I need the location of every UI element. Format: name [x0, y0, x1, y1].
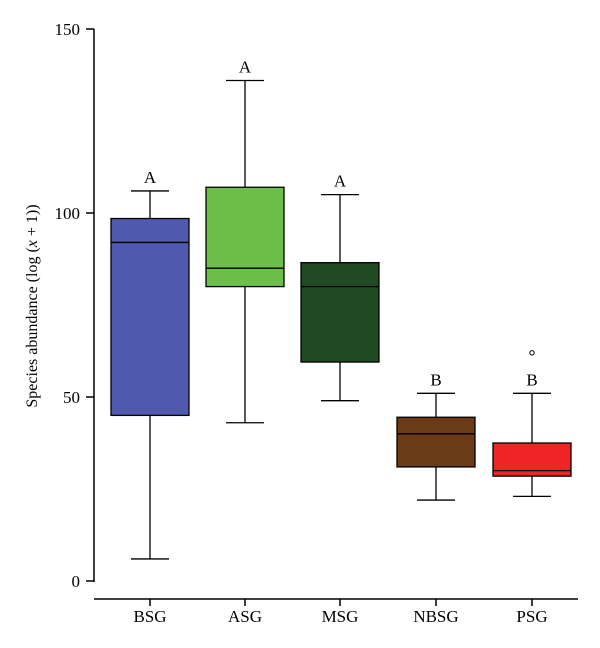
- y-axis-label-main: Species abundance (log (: [24, 247, 41, 407]
- box-bsg: A: [110, 168, 190, 560]
- box-iqr: [205, 186, 285, 288]
- box-asg: A: [205, 58, 285, 424]
- group-letter-psg: B: [526, 370, 537, 389]
- x-tick-label-nbsg: NBSG: [413, 607, 458, 626]
- box-msg: A: [300, 172, 380, 402]
- y-axis-label-tail: + 1)): [24, 204, 41, 240]
- box-psg: B: [492, 350, 572, 498]
- group-letter-nbsg: B: [430, 370, 441, 389]
- y-ticks: 0 50 100 150: [55, 20, 94, 591]
- boxes: A A A B B: [110, 58, 572, 560]
- group-letter-msg: A: [334, 172, 347, 191]
- box-iqr: [110, 217, 190, 417]
- group-letter-bsg: A: [144, 168, 157, 187]
- box-iqr: [396, 416, 476, 468]
- x-tick-label-asg: ASG: [228, 607, 262, 626]
- x-tick-label-msg: MSG: [322, 607, 359, 626]
- x-ticks: BSG ASG MSG NBSG PSG: [133, 599, 548, 626]
- x-tick-label-bsg: BSG: [133, 607, 166, 626]
- box-nbsg: B: [396, 370, 476, 501]
- x-tick-label-psg: PSG: [516, 607, 547, 626]
- y-tick-label: 50: [63, 388, 80, 407]
- outlier-point: [529, 350, 535, 356]
- group-letter-asg: A: [239, 58, 252, 77]
- y-tick-label: 0: [72, 572, 81, 591]
- box-iqr: [300, 262, 380, 363]
- y-axis-label: Species abundance (log (x + 1)): [24, 204, 41, 407]
- axes: [93, 29, 578, 600]
- y-tick-label: 100: [55, 204, 81, 223]
- y-axis-label-variable: x: [24, 240, 41, 248]
- y-tick-label: 150: [55, 20, 81, 39]
